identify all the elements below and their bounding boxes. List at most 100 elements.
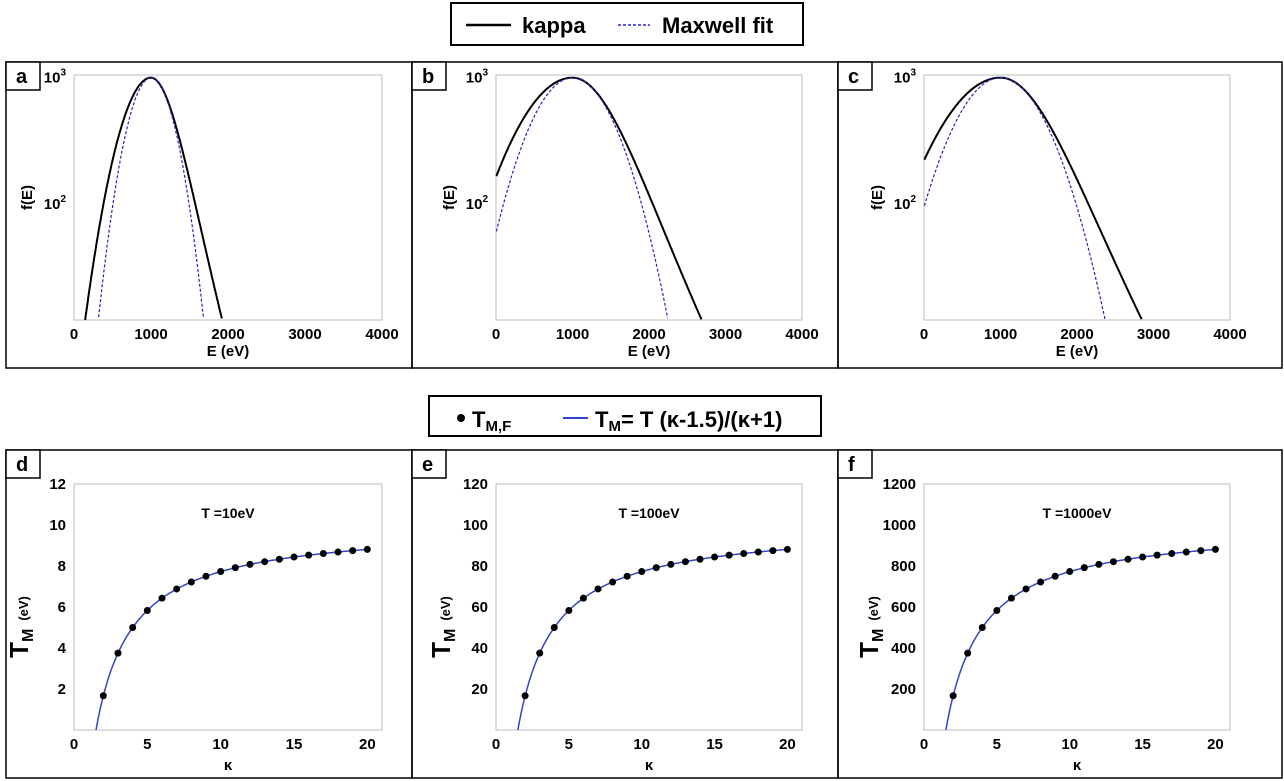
y-axis-label: TM(eV) bbox=[4, 596, 37, 658]
panel-c: c 0 1000 2000 3000 4000 102 103 E (eV) f(E) bbox=[837, 61, 1283, 369]
legend-bottom: TM,F TM= T (κ-1.5)/(κ+1) bbox=[428, 395, 822, 437]
x-tick-label: 5 bbox=[993, 736, 1001, 753]
kappa-curve bbox=[495, 76, 703, 320]
data-point bbox=[290, 553, 298, 561]
data-point bbox=[158, 594, 166, 602]
plot-area bbox=[495, 74, 803, 321]
y-axis-label: TM(eV) bbox=[854, 596, 887, 658]
y-axis-label: f(E) bbox=[869, 185, 886, 210]
panel-letter: d bbox=[16, 454, 28, 476]
x-axis-label: κ bbox=[224, 757, 233, 774]
data-point bbox=[114, 649, 122, 657]
data-point bbox=[993, 606, 1001, 614]
data-point bbox=[949, 692, 957, 700]
panel-frame bbox=[837, 449, 1283, 779]
legend-bottom-frame bbox=[428, 395, 822, 437]
legend-line-label: TM= T (κ-1.5)/(κ+1) bbox=[595, 407, 782, 435]
data-point bbox=[173, 585, 181, 593]
x-tick-label: 4000 bbox=[365, 326, 398, 343]
x-tick-label: 20 bbox=[779, 736, 796, 753]
x-tick-label: 3000 bbox=[709, 326, 742, 343]
data-point bbox=[349, 547, 357, 555]
x-tick-label: 4000 bbox=[785, 326, 818, 343]
x-tick-label: 1000 bbox=[134, 326, 167, 343]
data-point bbox=[334, 548, 342, 556]
data-point bbox=[1168, 549, 1176, 557]
data-point bbox=[609, 578, 617, 586]
legend-point-swatch bbox=[457, 414, 465, 422]
x-axis-label: κ bbox=[645, 757, 654, 774]
data-point bbox=[1007, 594, 1015, 602]
theory-curve bbox=[517, 548, 788, 731]
x-tick-label: 4000 bbox=[1213, 326, 1246, 343]
x-tick-label: 20 bbox=[359, 736, 376, 753]
data-point bbox=[1124, 555, 1132, 563]
plot-area bbox=[923, 74, 1231, 321]
data-point bbox=[681, 558, 689, 566]
y-tick-label: 40 bbox=[471, 640, 488, 657]
y-tick-label: 60 bbox=[471, 599, 488, 616]
panel-d: d 0 5 10 15 20 2 4 6 8 10 12 κ TM(eV) T =10eV bbox=[4, 449, 413, 779]
y-tick-label: 12 bbox=[49, 476, 66, 493]
temperature-annotation: T =1000eV bbox=[1043, 505, 1113, 521]
y-tick-label: 120 bbox=[463, 476, 488, 493]
legend-point-label: TM,F bbox=[472, 407, 511, 435]
y-tick-label: 2 bbox=[58, 681, 66, 698]
maxwell-fit-curve bbox=[495, 77, 669, 319]
x-tick-label: 5 bbox=[143, 736, 151, 753]
legend-kappa-label: kappa bbox=[522, 13, 586, 38]
panel-a: a 0 1000 2000 3000 4000 102 103 E (eV) f(E) bbox=[5, 61, 413, 369]
data-point bbox=[217, 568, 225, 576]
y-tick-label: 6 bbox=[58, 599, 66, 616]
data-point bbox=[550, 624, 558, 631]
data-point bbox=[1037, 578, 1045, 586]
temperature-annotation: T =100eV bbox=[618, 505, 680, 521]
x-tick-label: 20 bbox=[1207, 736, 1224, 753]
data-point bbox=[1153, 551, 1161, 559]
x-tick-label: 3000 bbox=[1137, 326, 1170, 343]
maxwell-fit-curve bbox=[98, 77, 204, 318]
data-point bbox=[652, 564, 660, 572]
legend-maxwell-label: Maxwell fit bbox=[662, 13, 774, 38]
data-point bbox=[1211, 545, 1219, 553]
y-tick-label: 20 bbox=[471, 681, 488, 698]
legend-top: kappa Maxwell fit bbox=[450, 2, 804, 46]
data-point bbox=[667, 560, 675, 568]
panel-f: f 0 5 10 15 20 200 400 600 800 1000 1200 κ TM(eV) T =1… bbox=[837, 449, 1283, 779]
y-tick-label: 103 bbox=[466, 68, 489, 87]
data-point bbox=[623, 572, 631, 580]
panel-letter-box bbox=[837, 61, 873, 91]
theory-curve bbox=[945, 548, 1216, 731]
x-tick-label: 2000 bbox=[211, 326, 244, 343]
panel-letter: f bbox=[848, 454, 855, 476]
panel-frame bbox=[5, 61, 413, 369]
kappa-curve bbox=[84, 76, 223, 321]
y-tick-label: 4 bbox=[58, 640, 67, 657]
y-tick-label: 103 bbox=[44, 68, 67, 87]
data-point bbox=[964, 649, 972, 657]
data-point bbox=[246, 560, 254, 568]
x-tick-label: 1000 bbox=[556, 326, 589, 343]
data-point bbox=[143, 606, 151, 614]
x-tick-label: 0 bbox=[920, 736, 928, 753]
panel-letter-box bbox=[837, 449, 873, 479]
x-tick-label: 10 bbox=[633, 736, 650, 753]
data-point bbox=[725, 551, 733, 559]
data-point bbox=[99, 692, 107, 700]
data-point bbox=[696, 555, 704, 563]
data-point bbox=[1109, 558, 1117, 566]
temperature-annotation: T =10eV bbox=[201, 505, 255, 521]
x-tick-label: 15 bbox=[286, 736, 303, 753]
panel-letter: b bbox=[422, 66, 434, 88]
panel-letter-box bbox=[411, 61, 447, 91]
kappa-curve bbox=[923, 76, 1143, 320]
x-tick-label: 3000 bbox=[288, 326, 321, 343]
x-tick-label: 15 bbox=[706, 736, 723, 753]
panel-letter: a bbox=[16, 66, 28, 88]
data-point bbox=[754, 548, 762, 556]
plot-area bbox=[923, 483, 1231, 731]
data-point bbox=[638, 568, 646, 576]
x-tick-label: 0 bbox=[920, 326, 928, 343]
